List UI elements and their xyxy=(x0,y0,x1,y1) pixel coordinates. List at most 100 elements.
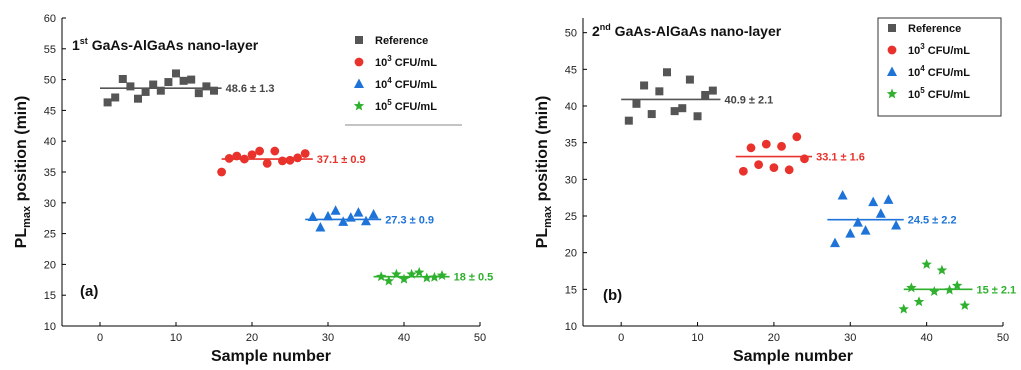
panel-b: 10 15 20 25 30 35 40 45 50 0 10 20 30 40 50 Sample numb… xyxy=(534,17,1016,365)
series-1: 33.1 ± 1.6 xyxy=(735,132,865,176)
legend-marker xyxy=(354,78,364,88)
data-point xyxy=(126,82,135,91)
data-point xyxy=(202,82,211,91)
series-0: 40.9 ± 2.1 xyxy=(621,68,773,125)
data-point xyxy=(285,155,295,165)
series-2: 27.3 ± 0.9 xyxy=(305,205,434,232)
data-point xyxy=(247,150,257,160)
data-point xyxy=(913,296,925,307)
series-0: 48.6 ± 1.3 xyxy=(100,69,275,107)
data-point xyxy=(769,163,779,173)
data-point xyxy=(179,76,188,85)
data-point xyxy=(315,221,326,232)
data-point xyxy=(118,74,127,83)
legend-entry-1: 103 CFU/mL xyxy=(375,54,437,69)
y-tick-label: 35 xyxy=(44,167,56,179)
x-tick-label: 30 xyxy=(844,332,856,344)
data-point xyxy=(398,273,410,284)
x-tick-label: 20 xyxy=(246,332,258,344)
x-tick-label: 0 xyxy=(97,332,103,344)
data-point xyxy=(738,166,748,176)
panel-title: 1st GaAs-AlGaAs nano-layer xyxy=(72,36,259,53)
x-tick-label: 50 xyxy=(474,332,486,344)
y-tick-label: 35 xyxy=(565,138,577,150)
x-tick-label: 50 xyxy=(997,332,1009,344)
data-point xyxy=(647,110,656,119)
data-point xyxy=(868,196,879,207)
y-tick-label: 55 xyxy=(44,44,56,56)
y-tick-label: 10 xyxy=(565,321,577,333)
data-point xyxy=(323,210,333,221)
legend: Reference 103 CFU/mL 104 CFU/mL 105 CFU/mL xyxy=(345,35,462,126)
data-point xyxy=(800,154,809,164)
data-point xyxy=(777,141,786,151)
legend-entry-1: 103 CFU/mL xyxy=(908,42,970,57)
data-point xyxy=(278,156,287,166)
data-point xyxy=(761,139,771,149)
data-point xyxy=(240,154,249,164)
data-point xyxy=(959,299,971,310)
data-point xyxy=(685,75,694,84)
panel-title: 2nd GaAs-AlGaAs nano-layer xyxy=(592,22,782,39)
data-point xyxy=(338,216,349,226)
data-point xyxy=(421,272,433,283)
data-point xyxy=(300,149,310,158)
data-point xyxy=(361,215,371,226)
data-point xyxy=(883,194,894,204)
data-point xyxy=(111,93,120,102)
y-tick-label: 15 xyxy=(565,284,577,296)
data-point xyxy=(754,160,764,170)
data-point xyxy=(845,228,856,238)
data-point xyxy=(640,81,649,90)
data-point xyxy=(624,116,633,125)
data-point xyxy=(406,268,417,279)
mean-label: 18 ± 0.5 xyxy=(454,272,494,284)
data-point xyxy=(701,91,710,99)
legend-entry-2: 104 CFU/mL xyxy=(375,76,437,91)
data-point xyxy=(391,268,402,279)
data-point xyxy=(784,165,794,175)
data-point xyxy=(429,271,440,282)
data-point xyxy=(164,78,173,87)
data-point xyxy=(632,99,641,108)
data-point xyxy=(830,237,840,248)
data-point xyxy=(670,107,679,116)
data-point xyxy=(678,104,687,113)
y-tick-label: 20 xyxy=(565,248,577,260)
data-point xyxy=(860,225,871,235)
series-3: 15 ± 2.1 xyxy=(898,258,1016,314)
x-axis-title: Sample number xyxy=(733,348,853,365)
data-point xyxy=(383,275,395,286)
data-point xyxy=(224,154,234,163)
x-tick-label: 20 xyxy=(768,332,780,344)
legend-marker xyxy=(355,36,363,44)
data-point xyxy=(156,86,165,95)
mean-label: 37.1 ± 0.9 xyxy=(317,154,366,166)
data-point xyxy=(929,286,940,296)
mean-label: 48.6 ± 1.3 xyxy=(226,83,275,95)
y-tick-label: 30 xyxy=(565,174,577,186)
x-tick-label: 40 xyxy=(921,332,933,344)
data-point xyxy=(141,87,150,96)
data-point xyxy=(187,75,196,84)
data-point xyxy=(792,132,802,142)
x-axis-title: Sample number xyxy=(211,348,331,365)
mean-label: 15 ± 2.1 xyxy=(976,284,1016,296)
panel-letter: (b) xyxy=(603,287,622,304)
data-point xyxy=(852,217,863,227)
y-tick-label: 45 xyxy=(565,64,577,76)
legend-marker xyxy=(887,66,897,76)
data-point xyxy=(330,205,341,215)
data-point xyxy=(936,264,948,275)
data-point xyxy=(103,98,112,107)
y-axis-title: PLmax position (min) xyxy=(534,96,554,249)
mean-label: 33.1 ± 1.6 xyxy=(816,152,865,164)
x-tick-label: 0 xyxy=(618,332,624,344)
data-point xyxy=(837,189,848,200)
data-point xyxy=(413,266,425,277)
data-point xyxy=(255,146,264,156)
y-tick-label: 25 xyxy=(565,211,577,223)
legend-entry-0: Reference xyxy=(908,23,961,35)
legend-box xyxy=(877,17,1002,117)
data-point xyxy=(875,208,886,218)
